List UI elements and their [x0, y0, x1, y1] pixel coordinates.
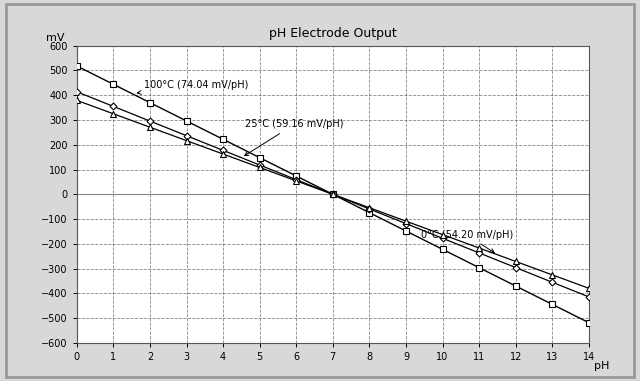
- Text: 25°C (59.16 mV/pH): 25°C (59.16 mV/pH): [244, 120, 344, 155]
- Text: 0°C (54.20 mV/pH): 0°C (54.20 mV/pH): [420, 230, 513, 253]
- Title: pH Electrode Output: pH Electrode Output: [269, 27, 397, 40]
- Text: pH: pH: [594, 361, 609, 371]
- Text: 100°C (74.04 mV/pH): 100°C (74.04 mV/pH): [138, 80, 249, 94]
- Text: mV: mV: [46, 33, 65, 43]
